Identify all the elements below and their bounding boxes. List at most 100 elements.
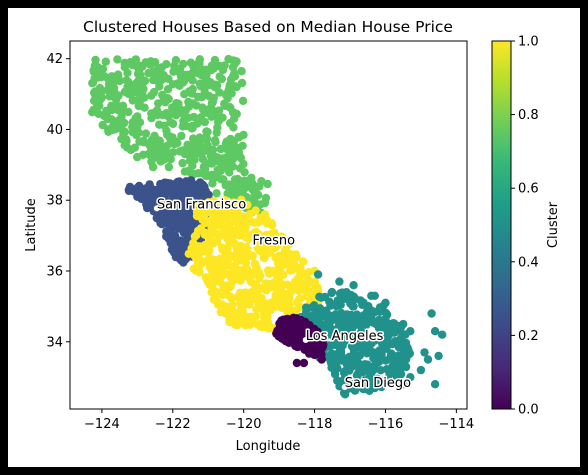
data-point [281,337,290,346]
data-point [360,360,370,369]
data-point [136,184,145,193]
data-point [245,300,254,309]
data-point [332,340,341,350]
colorbar-title: Cluster [546,201,561,248]
data-point [200,240,210,250]
data-point [204,247,214,256]
data-point [171,56,181,65]
data-point [420,348,429,357]
data-point [117,134,126,144]
figure: Clustered Houses Based on Median House P… [8,8,580,467]
data-point [149,134,158,144]
data-point [327,287,337,297]
data-point [229,123,238,132]
data-point [274,251,284,261]
data-point [253,243,263,253]
data-point [228,300,237,310]
data-point [401,348,410,357]
data-point [216,221,225,230]
data-point [200,117,209,127]
data-point [357,335,366,344]
city-marker [249,241,256,248]
data-point [240,184,249,193]
x-tick-label: −122 [155,417,191,432]
data-point [313,270,323,279]
data-point [178,199,187,208]
data-point [168,215,178,224]
data-point [216,144,225,154]
data-point [110,87,119,97]
data-point [276,282,285,291]
data-point [229,114,239,123]
data-point [257,322,266,331]
colorbar [491,40,512,410]
data-point [310,309,319,319]
data-point [291,328,300,337]
data-point [381,308,391,318]
data-point [308,278,317,288]
data-point [256,300,266,310]
data-point [252,268,262,278]
data-point [120,63,129,72]
data-point [215,255,224,264]
data-point [256,213,265,222]
data-point [295,316,304,325]
data-point [262,286,271,295]
data-point [239,130,248,140]
data-point [214,114,224,124]
data-point [330,370,340,379]
data-point [236,317,245,326]
data-point [130,143,139,152]
data-point [215,61,224,71]
data-point [162,60,171,69]
x-axis: −124 −122 −120 −118 −116 −114 [84,409,474,432]
data-point [283,315,293,324]
data-point [299,358,309,368]
data-point [179,76,189,86]
data-point [145,140,154,150]
data-point [233,200,242,209]
data-point [335,277,344,286]
data-point [349,302,358,311]
data-point [367,291,376,300]
data-point [273,270,282,279]
data-point [134,75,144,85]
data-point [310,335,319,344]
data-point [352,371,362,380]
city-label: Fresno [253,233,296,248]
data-point [155,82,164,91]
data-point [190,155,199,164]
data-point [128,96,137,105]
data-point [382,341,391,350]
data-point [173,138,182,148]
x-tick-label: −116 [368,417,404,432]
data-point [219,282,228,291]
colorbar-tick-label: 0.0 [518,403,539,418]
data-point [260,312,269,321]
data-point [349,281,358,290]
data-point [193,92,203,102]
data-point [147,113,156,123]
city-marker [153,205,160,212]
data-point [332,356,341,366]
data-point [241,288,250,297]
data-point [199,105,208,114]
data-point [175,177,184,186]
data-point [264,231,273,240]
x-tick-label: −114 [439,417,475,432]
data-point [221,139,231,148]
x-tick-label: −120 [226,417,262,432]
data-point [208,210,217,219]
data-point [239,212,248,221]
data-point [189,264,198,273]
data-point [259,253,268,262]
data-point [281,327,290,336]
data-point [157,211,166,220]
data-point [296,263,305,273]
data-point [299,257,308,266]
data-point [335,382,344,391]
data-point [359,298,368,307]
data-point [202,135,212,144]
data-point [387,349,396,358]
data-point [430,380,440,389]
